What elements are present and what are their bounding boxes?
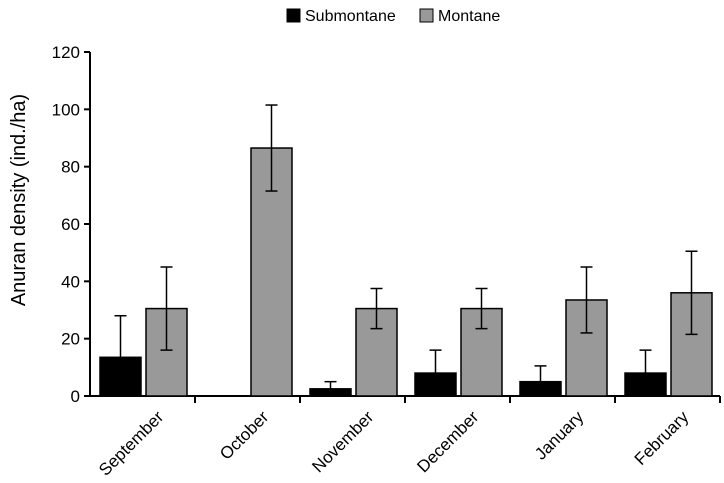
legend-label-montane: Montane [438, 8, 500, 25]
x-tick-label: September [95, 407, 167, 479]
bar-montane-september [145, 307, 188, 397]
x-tick-label: February [631, 407, 693, 469]
y-tick-label: 60 [61, 215, 80, 234]
y-tick-label: 20 [61, 330, 80, 349]
x-tick-label: January [531, 407, 588, 464]
y-tick-label: 100 [52, 100, 80, 119]
x-tick-label: October [216, 407, 272, 463]
legend-label-submontane: Submontane [305, 8, 396, 25]
legend: Submontane Montane [286, 8, 500, 25]
plot-area: 0 20 40 60 80 100 120 September October November D… [52, 43, 721, 480]
y-tick-label: 40 [61, 272, 80, 291]
legend-swatch-submontane [286, 8, 301, 23]
x-tick-label: December [413, 407, 482, 476]
y-tick-label: 80 [61, 158, 80, 177]
y-tick-label: 0 [71, 387, 80, 406]
legend-swatch-montane [419, 8, 434, 23]
y-tick-label: 120 [52, 43, 80, 62]
x-tick-label: November [308, 407, 377, 476]
y-axis-title: Anuran density (ind./ha) [8, 94, 30, 306]
